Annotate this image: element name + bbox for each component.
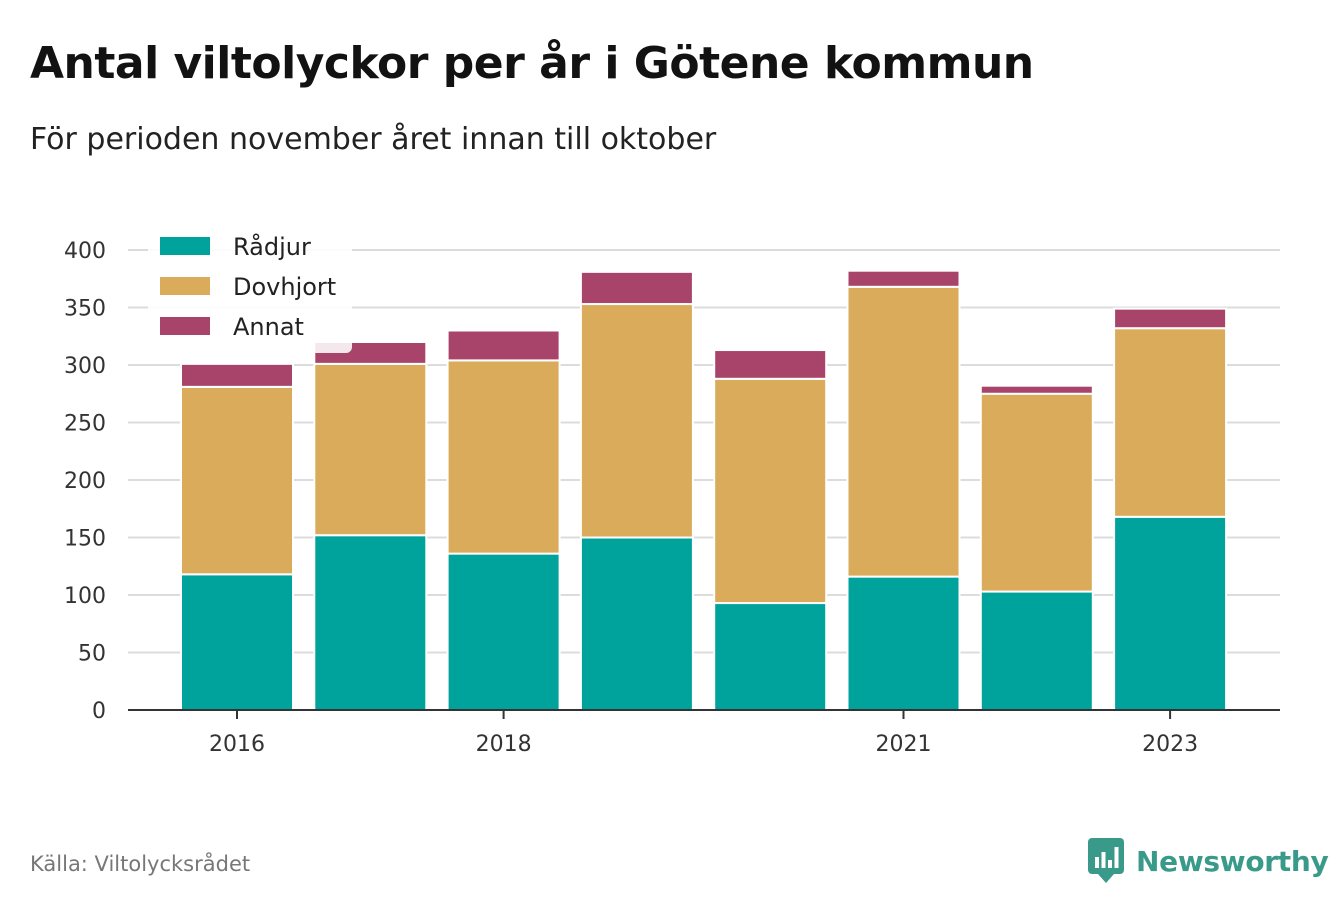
bar-2022-Rådjur — [979, 590, 1094, 711]
bar-2016-Rådjur — [180, 573, 294, 711]
bar-2020-Rådjur — [713, 602, 828, 711]
legend: Rådjur Dovhjort Annat — [148, 226, 352, 353]
newsworthy-logo-icon — [1088, 838, 1124, 883]
x-tick-label-2018: 2018 — [476, 732, 532, 757]
bar-2016-Annat — [180, 362, 294, 388]
chart-title: Antal viltolyckor per år i Götene kommun — [30, 38, 1034, 89]
legend-label-Rådjur: Rådjur — [233, 232, 311, 261]
bar-2021-Dovhjort — [846, 285, 961, 578]
y-tick-label-100: 100 — [64, 584, 106, 609]
bar-2017-Dovhjort — [313, 362, 428, 537]
legend-swatch-Dovhjort — [160, 277, 210, 295]
bar-2016-Dovhjort — [180, 385, 294, 576]
brand-name: Newsworthy — [1136, 844, 1329, 878]
x-tick-label-2016: 2016 — [209, 732, 265, 757]
bar-2019-Rådjur — [579, 536, 694, 711]
bar-2022-Annat — [979, 384, 1094, 395]
bar-2021-Rådjur — [846, 575, 961, 711]
y-tick-label-150: 150 — [64, 527, 106, 552]
brand-logo: Newsworthy — [1088, 838, 1329, 884]
legend-label-Annat: Annat — [233, 313, 304, 341]
bar-2019-Dovhjort — [579, 303, 694, 539]
bar-2021-Annat — [846, 269, 961, 288]
bar-2023-Dovhjort — [1113, 327, 1228, 518]
y-tick-label-250: 250 — [64, 412, 106, 437]
legend-swatch-Annat — [160, 317, 210, 335]
bar-2019-Annat — [579, 270, 694, 306]
bar-2022-Dovhjort — [979, 392, 1094, 593]
y-tick-label-350: 350 — [64, 297, 106, 322]
bars — [180, 269, 1228, 712]
bar-2018-Dovhjort — [446, 359, 561, 555]
chart-subtitle: För perioden november året innan till ok… — [30, 122, 717, 157]
axes: 0 50 100 150 200 250 300 350 400 2016 2018 2021 2023 — [64, 239, 1280, 757]
source-note: Källa: Viltolycksrådet — [30, 852, 251, 876]
y-tick-label-50: 50 — [78, 642, 106, 667]
bar-2020-Annat — [713, 349, 828, 380]
x-tick-label-2023: 2023 — [1142, 732, 1198, 757]
bar-2023-Rådjur — [1113, 515, 1228, 711]
bar-2018-Rådjur — [446, 552, 561, 711]
y-tick-label-400: 400 — [64, 239, 106, 264]
bar-2018-Annat — [446, 329, 561, 362]
legend-label-Dovhjort: Dovhjort — [233, 273, 336, 301]
x-tick-label-2021: 2021 — [876, 732, 932, 757]
bar-2023-Annat — [1113, 307, 1228, 330]
y-tick-label-0: 0 — [92, 699, 106, 724]
y-tick-label-300: 300 — [64, 354, 106, 379]
y-tick-label-200: 200 — [64, 469, 106, 494]
bar-2020-Dovhjort — [713, 377, 828, 605]
bar-2017-Rådjur — [313, 534, 428, 712]
legend-swatch-Rådjur — [160, 237, 210, 255]
